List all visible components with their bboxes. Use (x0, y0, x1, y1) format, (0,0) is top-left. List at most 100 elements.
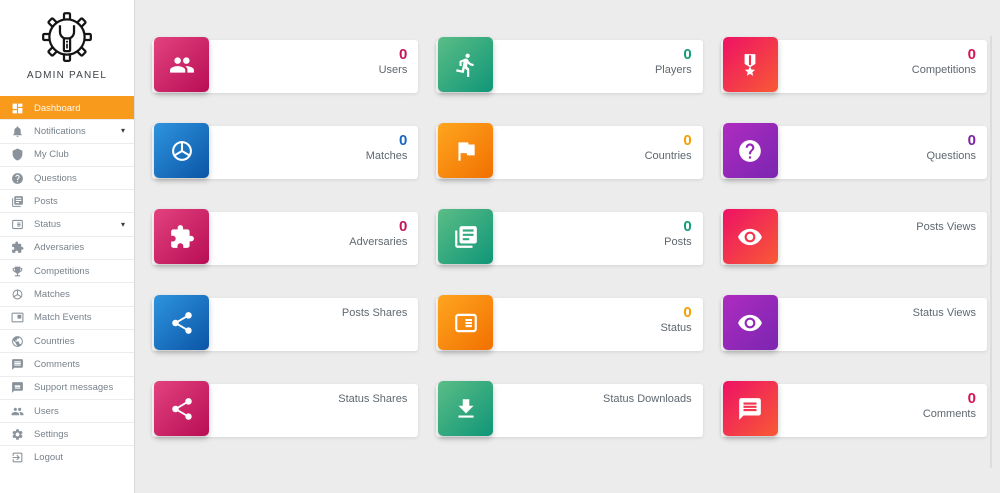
card-count: 0 (683, 218, 692, 235)
card-body: 0 Adversaries (349, 218, 407, 249)
status-icon (12, 220, 23, 230)
sidebar-item-label: Settings (34, 428, 69, 440)
sidebar-item-label: Support messages (34, 382, 114, 394)
sidebar-item-countries[interactable]: Countries (0, 328, 134, 352)
card-icon-box (722, 123, 778, 178)
download-icon (458, 398, 474, 418)
sidebar-item-status[interactable]: Status ▾ (0, 212, 134, 235)
card-countries[interactable]: 0 Countries (436, 123, 703, 179)
flag-icon (458, 141, 475, 161)
sidebar-item-label: Status (34, 219, 61, 231)
puzzle-icon (12, 241, 24, 254)
sidebar-item-label: Match Events (34, 312, 92, 324)
card-users[interactable]: 0 Users (152, 37, 419, 93)
card-icon-box (438, 209, 494, 264)
card-status-downloads[interactable]: Status Downloads (436, 381, 703, 437)
card-body: Status Downloads (603, 392, 692, 406)
card-label: Posts Shares (341, 307, 408, 319)
card-icon-box (154, 295, 209, 350)
card-body: 0 Comments (923, 390, 976, 421)
posts-icon (454, 225, 477, 248)
card-matches[interactable]: 0 Matches (152, 123, 419, 179)
card-body: 0 Posts (664, 218, 692, 249)
card-competitions[interactable]: 0 Competitions (720, 37, 987, 93)
card-body: Status Views (913, 306, 976, 320)
card-icon-box (722, 381, 778, 436)
sidebar-item-questions[interactable]: Questions (0, 165, 134, 189)
question-icon (739, 139, 761, 162)
sidebar-item-my-club[interactable]: My Club (0, 142, 134, 166)
card-body: 0 Countries (645, 132, 692, 163)
logout-icon (12, 452, 23, 463)
card-count: 0 (398, 46, 408, 63)
sidebar-item-competitions[interactable]: Competitions (0, 259, 134, 282)
gear-wrench-logo-icon (42, 12, 92, 62)
sidebar-item-label: Adversaries (34, 242, 85, 254)
sidebar-item-label: Questions (34, 172, 77, 184)
chevron-down-icon: ▾ (120, 126, 125, 136)
sidebar-item-support-messages[interactable]: Support messages (0, 375, 134, 399)
card-status-shares[interactable]: Status Shares (152, 381, 419, 437)
card-icon-box (722, 295, 778, 350)
app-title: ADMIN PANEL (26, 70, 108, 81)
card-posts[interactable]: 0 Posts (436, 209, 703, 265)
bell-icon (13, 126, 22, 137)
main-content: 0 Users 0 Players 0 Competitions 0 Matches 0 Coun… (135, 0, 1000, 493)
card-questions[interactable]: 0 Questions (720, 123, 987, 179)
card-icon-box (154, 123, 209, 178)
card-adversaries[interactable]: 0 Adversaries (152, 209, 419, 265)
card-label: Status Downloads (602, 393, 692, 405)
card-count: 0 (398, 218, 408, 235)
medal-icon (744, 53, 756, 76)
volleyball-icon (171, 140, 192, 161)
card-count: 0 (683, 304, 692, 321)
sidebar-item-label: Users (34, 405, 59, 417)
sidebar-item-logout[interactable]: Logout (0, 445, 134, 468)
sidebar-item-label: My Club (34, 149, 69, 161)
card-status[interactable]: 0 Status (436, 295, 703, 351)
sidebar-item-adversaries[interactable]: Adversaries (0, 235, 134, 259)
sidebar-item-label: Posts (34, 195, 58, 207)
card-count: 0 (967, 132, 976, 149)
card-label: Posts Views (916, 221, 976, 233)
dashboard-icon (12, 103, 23, 114)
card-body: 0 Players (655, 46, 692, 77)
scrollbar[interactable] (990, 36, 992, 468)
card-count: 0 (398, 132, 408, 149)
sidebar-item-label: Matches (34, 289, 70, 301)
card-label: Countries (644, 150, 692, 162)
sidebar-item-label: Comments (34, 358, 80, 370)
sidebar-menu: Dashboard Notifications ▾ My Club Questions P… (0, 96, 134, 469)
puzzle-icon (170, 224, 194, 248)
card-icon-box (438, 123, 494, 178)
card-posts-shares[interactable]: Posts Shares (152, 295, 419, 351)
volleyball-icon (12, 289, 23, 300)
logo: ADMIN PANEL (0, 0, 134, 96)
card-label: Matches (365, 150, 408, 162)
player-icon (455, 53, 474, 77)
sidebar-item-comments[interactable]: Comments (0, 352, 134, 375)
sidebar-item-label: Countries (34, 335, 75, 347)
sidebar-item-settings[interactable]: Settings (0, 422, 134, 445)
card-body: 0 Users (379, 46, 408, 77)
sidebar-item-posts[interactable]: Posts (0, 189, 134, 212)
question-icon (12, 172, 23, 184)
sidebar-item-users[interactable]: Users (0, 398, 134, 422)
card-players[interactable]: 0 Players (436, 37, 703, 93)
card-posts-views[interactable]: Posts Views (720, 209, 987, 265)
sidebar-item-label: Competitions (34, 265, 90, 277)
card-icon-box (438, 381, 494, 436)
card-status-views[interactable]: Status Views (720, 295, 987, 351)
card-label: Players (654, 64, 692, 76)
sidebar: ADMIN PANEL Dashboard Notifications ▾ My Cl… (0, 0, 135, 493)
card-icon-box (438, 295, 494, 350)
sidebar-item-notifications[interactable]: Notifications ▾ (0, 119, 134, 142)
card-comments[interactable]: 0 Comments (720, 381, 987, 437)
card-icon-box (438, 37, 494, 92)
sidebar-item-label: Notifications (34, 125, 86, 137)
sidebar-item-matches[interactable]: Matches (0, 282, 134, 305)
card-body: Posts Shares (342, 306, 407, 320)
sidebar-item-match-events[interactable]: Match Events (0, 305, 134, 329)
users-icon (11, 407, 24, 415)
sidebar-item-dashboard[interactable]: Dashboard (0, 96, 134, 120)
